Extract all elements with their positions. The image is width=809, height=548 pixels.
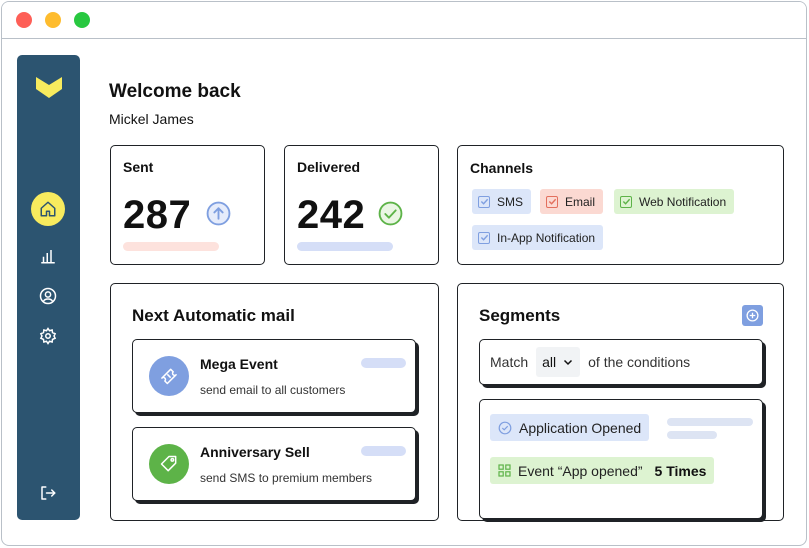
check-circle-icon [378, 201, 403, 226]
channel-label: Email [565, 194, 596, 209]
placeholder-pill [361, 446, 406, 456]
checkbox-icon [478, 231, 490, 244]
logo-icon [36, 77, 62, 98]
condition-event-app-opened[interactable]: Event “App opened” 5 Times [490, 457, 715, 484]
mail-item-anniversary-sell[interactable]: Anniversary Sell send SMS to premium mem… [132, 427, 416, 501]
check-circle-icon [498, 421, 512, 434]
sent-label: Sent [123, 159, 154, 175]
channel-chip-sms[interactable]: SMS [472, 189, 532, 214]
checkbox-icon [620, 195, 632, 208]
minimize-window-button[interactable] [45, 12, 61, 28]
delivered-label: Delivered [297, 159, 361, 175]
match-select-value: all [542, 354, 557, 370]
home-icon[interactable] [31, 192, 65, 226]
arrow-up-icon [206, 201, 231, 226]
condition-label: Event “App opened” [518, 462, 643, 479]
checkbox-icon [478, 195, 490, 208]
mail-subtitle: send SMS to premium members [200, 471, 373, 485]
grid-icon [498, 464, 511, 477]
channel-label: SMS [497, 194, 524, 209]
match-suffix: of the conditions [588, 354, 691, 370]
mail-item-mega-event[interactable]: Mega Event send email to all customers [132, 339, 416, 413]
add-segment-button[interactable] [742, 305, 763, 326]
maximize-window-button[interactable] [74, 12, 90, 28]
match-condition-row: Match all of the conditions [479, 339, 763, 385]
user-name: Mickel James [109, 111, 194, 127]
sent-card: Sent 287 [110, 145, 265, 265]
placeholder-line [667, 418, 753, 426]
segments-card: Segments Match all of the conditions App… [457, 283, 784, 521]
channels-title: Channels [470, 160, 534, 176]
logout-icon[interactable] [31, 476, 65, 510]
placeholder-pill [361, 358, 406, 368]
plus-icon [746, 309, 759, 322]
user-icon[interactable] [31, 279, 65, 313]
mail-subtitle: send email to all customers [200, 383, 346, 397]
title-bar [2, 2, 806, 39]
mail-title: Mega Event [200, 356, 278, 372]
sidebar [17, 55, 80, 520]
chart-icon[interactable] [31, 239, 65, 273]
delivered-progress-bar [297, 242, 393, 251]
channel-chip-in-app-notification[interactable]: In-App Notification [472, 225, 604, 250]
placeholder-line [667, 431, 717, 439]
tag-icon [149, 444, 189, 484]
close-window-button[interactable] [16, 12, 32, 28]
match-select[interactable]: all [536, 347, 581, 377]
condition-label: Application Opened [519, 419, 642, 436]
match-prefix: Match [490, 354, 529, 370]
channel-label: Web Notification [639, 194, 727, 209]
condition-application-opened[interactable]: Application Opened [490, 414, 650, 441]
gear-icon[interactable] [31, 319, 65, 353]
next-mail-card: Next Automatic mail Mega Event send emai… [110, 283, 439, 521]
next-mail-title: Next Automatic mail [132, 306, 295, 325]
delivered-card: Delivered 242 [284, 145, 439, 265]
segments-title: Segments [479, 306, 561, 325]
channel-chip-email[interactable]: Email [540, 189, 604, 214]
channel-label: In-App Notification [497, 230, 596, 245]
sent-value: 287 [123, 193, 192, 237]
delivered-value: 242 [297, 193, 366, 237]
condition-count: 5 Times [654, 462, 707, 479]
conditions-box: Application Opened Event “App opened” 5 … [479, 399, 763, 519]
checkbox-icon [546, 195, 558, 208]
channels-card: Channels SMS Email Web Notification In-A… [457, 145, 784, 265]
channel-chip-web-notification[interactable]: Web Notification [614, 189, 735, 214]
page-title: Welcome back [109, 81, 241, 102]
ticket-icon [149, 356, 189, 396]
mail-title: Anniversary Sell [200, 444, 310, 460]
chevron-down-icon [564, 359, 573, 366]
sent-progress-bar [123, 242, 219, 251]
